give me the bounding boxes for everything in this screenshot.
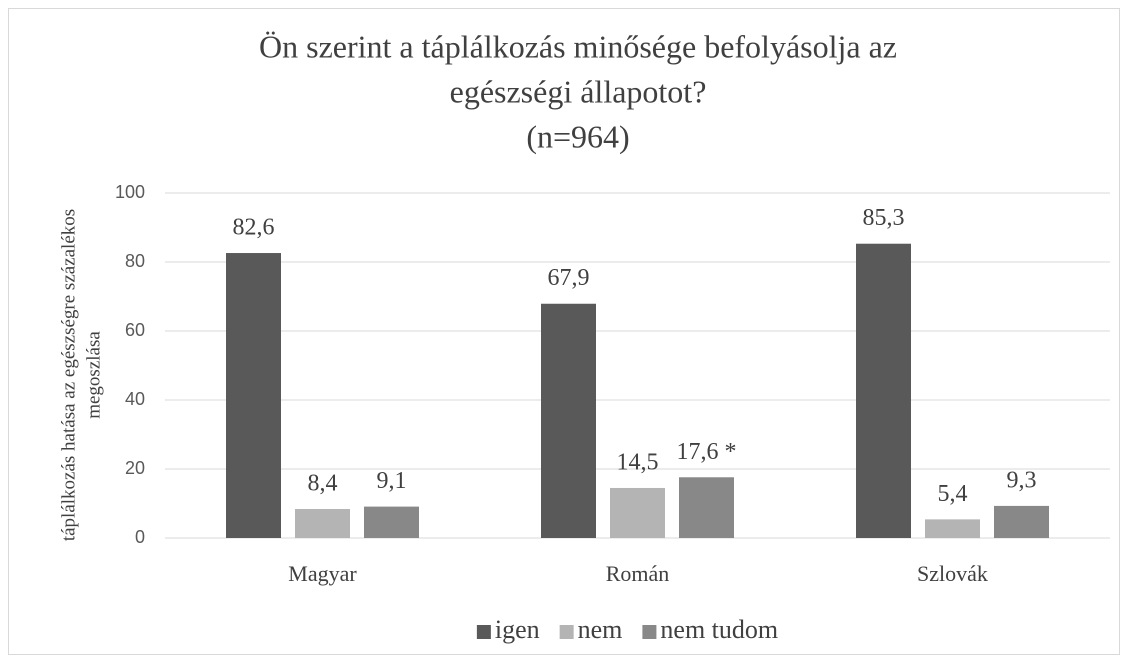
bar — [295, 509, 350, 538]
data-label: 9,1 — [377, 468, 407, 494]
y-tick-label: 60 — [125, 320, 145, 340]
legend-swatch — [476, 625, 491, 639]
bar — [856, 243, 911, 538]
chart-title: Ön szerint a táplálkozás minősége befoly… — [259, 28, 897, 64]
data-label: 5,4 — [938, 481, 968, 507]
x-tick-label: Szlovák — [917, 561, 988, 586]
data-label: 8,4 — [308, 471, 338, 497]
y-tick-label: 80 — [125, 251, 145, 271]
y-axis-label: megoszlása — [83, 331, 104, 419]
x-tick-label: Román — [606, 561, 670, 586]
legend-label: igen — [495, 615, 540, 644]
data-label: 85,3 — [863, 205, 905, 231]
y-tick-label: 100 — [115, 182, 145, 202]
legend-label: nem — [578, 615, 623, 644]
legend-swatch — [642, 625, 657, 639]
bar — [226, 253, 281, 538]
bar — [994, 505, 1049, 538]
data-label: 14,5 — [617, 449, 659, 475]
chart-subtitle: (n=964) — [526, 118, 629, 154]
bar — [610, 487, 665, 538]
data-label: 82,6 — [233, 215, 275, 241]
y-tick-label: 20 — [125, 458, 145, 478]
x-tick-label: Magyar — [288, 561, 357, 586]
data-label: 17,6 * — [677, 439, 737, 465]
bar — [541, 303, 596, 538]
y-axis-label: táplálkozás hatása az egészségre százalé… — [58, 209, 79, 541]
chart-title: egészségi állapotot? — [450, 73, 707, 109]
bar — [364, 506, 419, 538]
legend-swatch — [559, 625, 574, 639]
y-tick-label: 40 — [125, 389, 145, 409]
data-label: 9,3 — [1007, 467, 1037, 493]
legend-label: nem tudom — [660, 615, 778, 644]
bar — [925, 519, 980, 538]
bar — [679, 477, 734, 538]
data-label: 67,9 — [548, 265, 590, 291]
y-tick-label: 0 — [135, 527, 145, 547]
